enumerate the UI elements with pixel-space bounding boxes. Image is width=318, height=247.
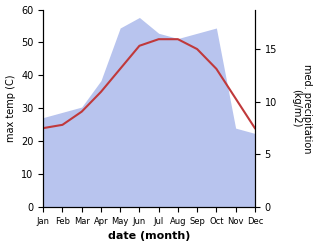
X-axis label: date (month): date (month) <box>108 231 190 242</box>
Y-axis label: max temp (C): max temp (C) <box>5 75 16 142</box>
Y-axis label: med. precipitation
(kg/m2): med. precipitation (kg/m2) <box>291 64 313 153</box>
